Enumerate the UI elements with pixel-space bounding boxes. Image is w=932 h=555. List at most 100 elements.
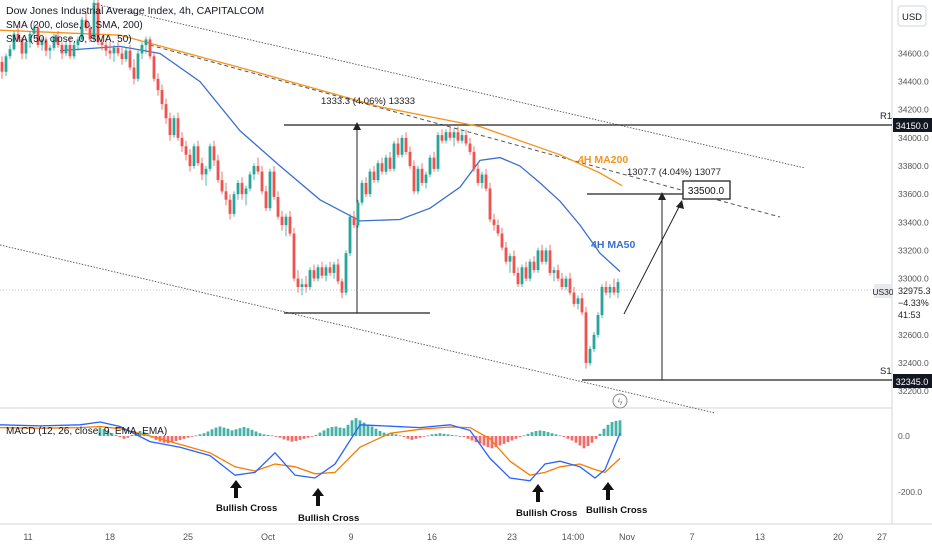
trend-dashed-line[interactable] — [149, 44, 781, 218]
candle-8 — [32, 22, 36, 40]
time-tick-9: 7 — [689, 532, 694, 542]
candle-49 — [196, 140, 200, 166]
projection-arrow[interactable] — [623, 200, 684, 315]
candle-11 — [44, 36, 48, 57]
macd-bar-69 — [374, 428, 378, 436]
macd-bar-6 — [122, 436, 126, 439]
candle-52 — [208, 143, 212, 172]
svg-text:USD: USD — [902, 12, 922, 23]
candle-65 — [260, 166, 264, 195]
macd-bar-27 — [206, 431, 210, 436]
candle-59 — [236, 180, 240, 200]
macd-bar-33 — [230, 430, 234, 436]
currency-button[interactable]: USD — [897, 5, 927, 27]
last-price-tag: US30 32975.3 −4.33% 41:53 — [0, 283, 932, 323]
candle-109 — [436, 132, 440, 172]
macd-bar-120 — [578, 436, 582, 446]
macd-bar-87 — [446, 434, 450, 436]
macd-bar-57 — [326, 428, 330, 436]
candle-130 — [520, 264, 524, 287]
sma200-line — [0, 29, 623, 187]
candle-73 — [292, 227, 296, 282]
candle-34 — [136, 50, 140, 82]
candle-14 — [56, 31, 60, 48]
price-tick-8: 33200.0 — [898, 245, 929, 255]
candle-99 — [396, 137, 400, 158]
macd-bar-66 — [362, 422, 366, 436]
macd-bar-92 — [466, 436, 470, 439]
macd-bar-0 — [98, 427, 102, 436]
candle-95 — [380, 157, 384, 175]
candle-17 — [68, 36, 72, 60]
macd-bar-2 — [106, 431, 110, 436]
candle-107 — [428, 154, 432, 178]
candle-117 — [468, 137, 472, 155]
macd-bar-105 — [518, 436, 522, 438]
bullish-cross-marker-3: Bullish Cross — [516, 484, 577, 519]
candle-35 — [140, 42, 144, 60]
sma200-legend[interactable]: SMA (200, close, 0, SMA, 200) — [6, 20, 143, 31]
candle-120 — [480, 171, 484, 189]
candle-39 — [156, 73, 160, 96]
candle-126 — [504, 242, 508, 265]
time-axis[interactable]: 11 18 25 Oct 9 16 23 14:00 Nov 7 13 20 27 — [23, 532, 887, 542]
event-icon[interactable]: ϟ — [612, 393, 628, 409]
candle-43 — [172, 115, 176, 138]
macd-bar-123 — [590, 436, 594, 443]
macd-bar-54 — [314, 434, 318, 436]
candle-21 — [84, 11, 88, 31]
candle-93 — [372, 166, 376, 183]
macd-bar-21 — [182, 436, 186, 439]
time-tick-12: 27 — [877, 532, 887, 542]
macd-bar-108 — [530, 432, 534, 436]
macd-tick-1: -200.0 — [898, 487, 922, 497]
macd-bar-30 — [218, 426, 222, 436]
macd-bar-98 — [490, 436, 494, 449]
measure-arrow-2[interactable] — [658, 192, 666, 380]
candle-44 — [176, 112, 180, 141]
candle-67 — [268, 168, 272, 211]
candle-18 — [72, 42, 76, 60]
price-tick-13: 32200.0 — [898, 386, 929, 396]
sma50-legend[interactable]: SMA (50, close, 0, SMA, 50) — [6, 34, 132, 45]
macd-bar-76 — [402, 436, 406, 438]
target-callout[interactable]: 33500.0 — [682, 180, 731, 200]
macd-bar-111 — [542, 431, 546, 436]
candle-56 — [224, 182, 228, 206]
svg-text:ϟ: ϟ — [618, 397, 623, 407]
candle-71 — [284, 213, 288, 237]
channel-lower-line[interactable] — [0, 244, 716, 414]
candle-108 — [432, 151, 436, 172]
channel-upper-line[interactable] — [94, 3, 806, 169]
candle-1 — [4, 53, 8, 76]
candle-23 — [92, 0, 96, 43]
candle-31 — [124, 47, 128, 62]
ma50-label: 4H MA50 — [591, 239, 636, 251]
time-tick-7: 14:00 — [562, 532, 585, 542]
price-axis[interactable]: 34600.0 34400.0 34200.0 34000.0 33800.0 33600… — [898, 49, 929, 397]
macd-bar-1 — [102, 429, 106, 436]
macd-bar-40 — [258, 433, 262, 436]
time-tick-1: 18 — [105, 532, 115, 542]
macd-bar-32 — [226, 428, 230, 436]
candle-87 — [348, 213, 352, 257]
candle-85 — [340, 278, 344, 299]
candle-154 — [616, 278, 620, 299]
macd-legend[interactable]: MACD (12, 26, close, 9, EMA, EMA) — [6, 426, 168, 437]
candle-81 — [324, 264, 328, 282]
candle-51 — [204, 166, 208, 186]
candle-9 — [36, 25, 40, 48]
candle-4 — [16, 25, 20, 43]
r1-label: R1 — [880, 111, 892, 122]
macd-bar-88 — [450, 434, 454, 436]
macd-bar-112 — [546, 432, 550, 436]
macd-bar-115 — [558, 435, 562, 437]
candle-48 — [192, 143, 196, 169]
macd-axis[interactable]: 0.0 -200.0 — [898, 431, 922, 497]
candle-46 — [184, 140, 188, 161]
macd-line — [0, 421, 621, 482]
candle-10 — [40, 36, 44, 51]
macd-bar-42 — [266, 434, 270, 436]
candle-101 — [404, 132, 408, 155]
